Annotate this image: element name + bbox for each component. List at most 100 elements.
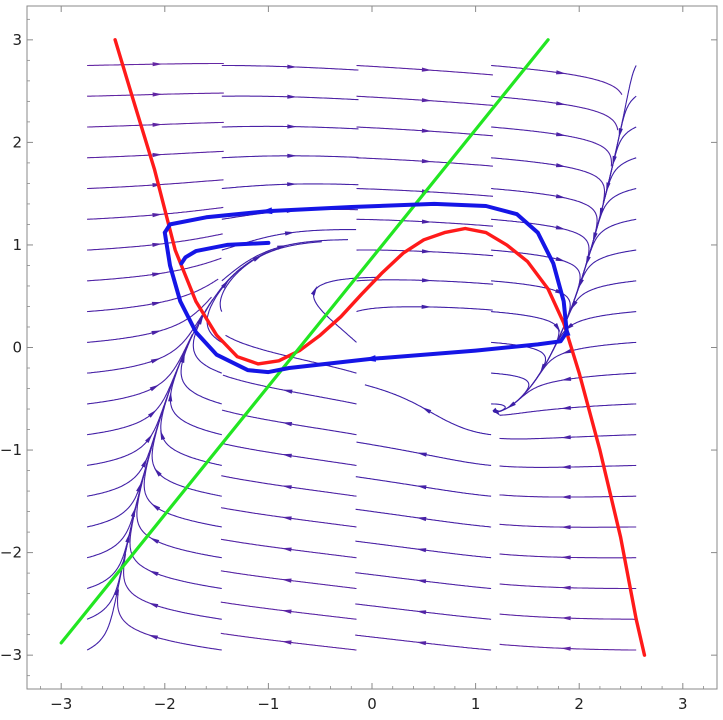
x-tick-label: 0	[367, 695, 377, 713]
stream-arrow	[556, 132, 566, 137]
stream-arrow	[560, 616, 571, 621]
stream-arrow	[168, 391, 173, 402]
stream-arrow	[421, 407, 432, 414]
stream-arrow	[197, 314, 204, 325]
plot-background	[27, 6, 717, 689]
stream-arrow	[153, 467, 162, 477]
stream-arrow	[282, 389, 293, 394]
stream-arrow	[281, 609, 292, 614]
curve-layer	[59, 38, 647, 657]
stream-arrow	[416, 452, 427, 457]
stream-arrow	[152, 62, 163, 67]
stream-arrow	[560, 494, 571, 500]
stream-arrow	[416, 485, 427, 490]
limit-cycle-arrow	[259, 207, 273, 215]
stream-arrow	[416, 610, 427, 615]
stream-arrow	[421, 67, 432, 72]
stream-arrow	[148, 634, 159, 640]
stream-arrow	[281, 547, 292, 552]
stream-arrow	[560, 646, 571, 651]
stream-arrow	[152, 152, 163, 158]
stream-arrow	[282, 422, 293, 427]
stream-arrow	[252, 255, 263, 262]
y-tick-label: −1	[0, 441, 22, 459]
x-tick-label: −3	[50, 695, 72, 713]
x-tick-label: 1	[471, 695, 481, 713]
stream-arrow	[555, 163, 566, 168]
stream-arrow	[287, 94, 298, 99]
y-tick-label: 2	[12, 133, 22, 151]
stream-arrow	[130, 507, 136, 518]
stream-arrow	[149, 537, 160, 544]
stream-arrow	[284, 231, 295, 236]
stream-arrow	[151, 503, 161, 511]
stream-arrow	[421, 219, 432, 224]
stream-arrow	[152, 272, 162, 277]
x-tick-label: −2	[154, 695, 176, 713]
stream-arrow	[152, 242, 163, 247]
stream-arrow	[151, 330, 162, 336]
stream-arrow	[152, 213, 163, 218]
stream-arrow	[416, 641, 427, 646]
y-tick-label: 1	[12, 236, 22, 254]
stream-arrow	[221, 279, 229, 289]
stream-arrow	[141, 457, 148, 468]
stream-arrow	[145, 433, 153, 443]
stream-arrow	[556, 101, 566, 106]
stream-arrow	[578, 278, 584, 289]
y-tick-label: 0	[12, 339, 22, 357]
x-tick-label: 3	[678, 695, 688, 713]
stream-arrow	[310, 285, 318, 296]
cubic-nullcline-curve	[113, 38, 647, 657]
limit-cycle-curve	[162, 201, 569, 375]
stream-arrow	[287, 153, 298, 158]
stream-arrow	[561, 376, 572, 381]
stream-arrow	[561, 348, 572, 354]
stream-arrow	[556, 70, 567, 75]
linear-nullcline-curve	[59, 38, 550, 645]
stream-arrow	[570, 300, 578, 310]
stream-arrow	[421, 249, 432, 254]
stream-arrow	[281, 516, 292, 521]
stream-arrow	[555, 225, 566, 230]
stream-arrow	[160, 430, 166, 440]
stream-arrow	[136, 482, 142, 493]
stream-arrow	[148, 602, 159, 608]
x-tick-label: 2	[574, 695, 584, 713]
stream-arrow	[281, 640, 292, 645]
stream-arrow	[151, 301, 162, 306]
stream-arrow	[152, 122, 163, 127]
stream-arrow	[416, 579, 427, 584]
stream-arrow	[281, 453, 292, 458]
stream-arrow	[561, 405, 571, 410]
stream-arrow	[149, 384, 160, 392]
stream-arrow	[560, 435, 571, 440]
stream-arrow	[287, 64, 298, 69]
stream-arrow	[421, 98, 432, 103]
stream-arrow	[148, 409, 157, 418]
stream-arrow	[150, 358, 161, 364]
stream-arrow	[421, 159, 432, 164]
stream-arrow	[416, 516, 427, 522]
stream-arrow	[560, 525, 571, 530]
stream-arrow	[421, 278, 432, 283]
stream-arrow	[553, 323, 561, 333]
stream-arrow	[618, 128, 623, 138]
stream-arrow	[277, 245, 287, 250]
y-tick-label: 3	[12, 31, 22, 49]
trajectory-curve	[179, 240, 271, 266]
stream-arrow	[560, 585, 571, 590]
y-tick-label: −2	[0, 544, 22, 562]
stream-arrow	[281, 578, 292, 583]
y-tick-label: −3	[0, 646, 22, 664]
stream-arrow	[421, 304, 432, 309]
x-tick-label: −1	[257, 695, 279, 713]
stream-arrow	[180, 353, 185, 363]
stream-arrow	[421, 128, 432, 133]
stream-arrow	[416, 548, 427, 553]
stream-arrow	[148, 570, 159, 577]
limit-cycle-arrow	[563, 323, 571, 337]
stream-arrow	[287, 124, 298, 129]
stream-arrow	[287, 182, 297, 187]
